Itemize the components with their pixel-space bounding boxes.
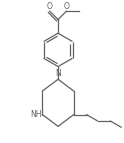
- Text: O: O: [63, 2, 69, 11]
- Text: O: O: [47, 2, 53, 11]
- Text: NH: NH: [30, 110, 41, 119]
- Text: N: N: [55, 69, 61, 78]
